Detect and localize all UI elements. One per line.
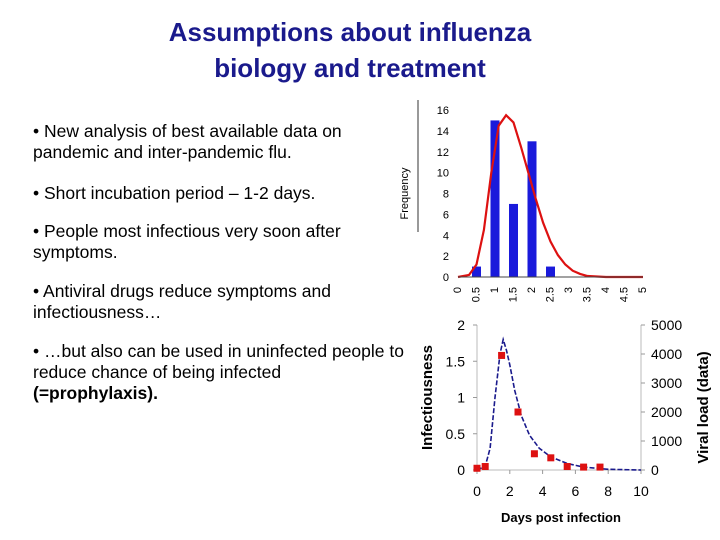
x-tick-label: 0 (473, 483, 481, 499)
bullet-item: • Short incubation period – 1-2 days. (33, 183, 316, 203)
viral-load-point (514, 408, 522, 416)
viral-load-point (481, 463, 489, 471)
y-tick-label: 0.5 (446, 426, 466, 442)
y-tick-label: 6 (443, 209, 449, 221)
x-tick-label: 8 (604, 483, 612, 499)
bullet-item: • Antiviral drugs reduce symptoms and in… (33, 281, 331, 322)
infectiousness-curve (476, 336, 642, 471)
bullet-item: • People most infectious very soon after… (33, 221, 341, 262)
bullet-item: • …but also can be used in uninfected pe… (33, 341, 405, 404)
y2-axis-label: Viral load (data) (695, 351, 712, 463)
y2-tick-label: 1000 (651, 433, 682, 449)
viral-load-point (498, 351, 506, 359)
y2-tick-label: 0 (651, 462, 659, 478)
viral-load-point (596, 463, 604, 471)
x-tick-label: 10 (633, 483, 649, 499)
y-tick-label: 1.5 (446, 353, 466, 369)
y-axis-label: Frequency (399, 167, 411, 219)
y-tick-label: 14 (437, 126, 449, 138)
x-tick-label: 3 (563, 287, 575, 293)
x-axis-label: Days post infection (501, 510, 621, 525)
y-tick-label: 4 (443, 230, 449, 242)
viral-load-point (547, 454, 555, 462)
y-tick-label: 2 (457, 317, 465, 333)
x-tick-label: 1.5 (507, 287, 519, 302)
x-tick-label: 1 (489, 287, 501, 293)
y-tick-label: 10 (437, 168, 449, 180)
histogram-bar (490, 120, 500, 277)
histogram-bar (472, 266, 481, 277)
x-tick-label: 2 (526, 287, 538, 293)
bullet-text: • …but also can be used in uninfected pe… (33, 341, 404, 382)
y-tick-label: 8 (443, 189, 449, 201)
histogram-bar (527, 141, 537, 277)
viral-load-point (580, 463, 588, 471)
frequency-histogram: 0 2 4 6 8 10 12 14 16 0 0.5 1 1.5 2 2.5 3 3.5 4 4.5 5 Freque… (399, 100, 649, 302)
y2-tick-label: 3000 (651, 375, 682, 391)
histogram-bar (546, 266, 555, 277)
x-tick-label: 0.5 (470, 287, 482, 302)
x-tick-label: 6 (572, 483, 580, 499)
infectiousness-chart: 0 0.5 1 1.5 2 0 1000 2000 3000 4000 5000 0 2 4 6 8 10 Day… (419, 317, 712, 525)
x-tick-label: 0 (452, 287, 464, 293)
y-tick-label: 12 (437, 147, 449, 159)
y-tick-label: 0 (443, 272, 449, 284)
x-tick-label: 5 (637, 287, 649, 293)
y-tick-label: 1 (457, 390, 465, 406)
x-tick-label: 4.5 (618, 287, 630, 302)
x-tick-label: 4 (600, 287, 612, 293)
y-tick-label: 0 (457, 462, 465, 478)
bullet-item: • New analysis of best available data on… (33, 121, 342, 162)
viral-load-point (473, 464, 481, 472)
fitted-curve (457, 113, 643, 279)
y-axis-label: Infectiousness (419, 345, 436, 450)
histogram-bar (509, 203, 518, 277)
title-line-2: biology and treatment (214, 53, 486, 83)
x-tick-label: 2 (506, 483, 514, 499)
y2-tick-label: 5000 (651, 317, 682, 333)
y-tick-label: 16 (437, 105, 449, 117)
y-tick-label: 2 (443, 251, 449, 263)
viral-load-point (563, 463, 571, 471)
title-line-1: Assumptions about influenza (168, 17, 532, 47)
slide-title: Assumptions about influenza biology and … (100, 14, 600, 86)
bullet-emphasis: (=prophylaxis). (33, 383, 158, 403)
y2-tick-label: 4000 (651, 346, 682, 362)
x-tick-label: 3.5 (581, 287, 593, 302)
x-tick-label: 4 (539, 483, 547, 499)
viral-load-point (530, 450, 538, 458)
x-tick-label: 2.5 (544, 287, 556, 302)
y2-tick-label: 2000 (651, 404, 682, 420)
